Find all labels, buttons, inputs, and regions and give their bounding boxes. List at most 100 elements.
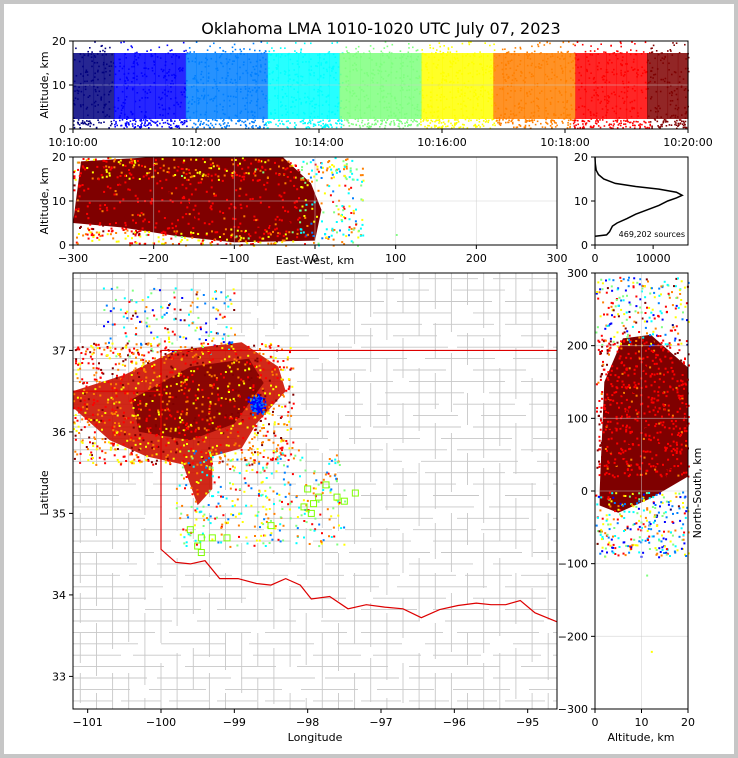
- source-point: [230, 234, 233, 237]
- source-point: [257, 160, 260, 163]
- source-density: [472, 53, 484, 119]
- source-point: [194, 394, 197, 397]
- source-point: [207, 504, 210, 506]
- source-point: [571, 119, 574, 122]
- source-point: [244, 240, 247, 243]
- source-point: [91, 358, 94, 361]
- source-point: [154, 226, 157, 229]
- source-point: [243, 121, 245, 124]
- source-point: [138, 126, 141, 128]
- source-point: [274, 525, 277, 528]
- source-point: [109, 157, 112, 159]
- source-point: [207, 343, 210, 345]
- source-point: [555, 122, 557, 124]
- source-point: [346, 50, 348, 52]
- source-point: [278, 204, 281, 206]
- source-point: [155, 222, 158, 225]
- source-point: [237, 411, 240, 414]
- source-point: [342, 160, 345, 163]
- source-point: [263, 126, 265, 129]
- source-point: [335, 205, 338, 207]
- source-point: [105, 160, 108, 163]
- source-point: [258, 411, 261, 413]
- source-point: [225, 444, 228, 447]
- source-point: [148, 171, 151, 174]
- source-point: [210, 186, 213, 189]
- source-point: [612, 127, 614, 129]
- source-point: [470, 41, 472, 43]
- source-point: [116, 406, 119, 409]
- source-point: [287, 160, 290, 163]
- source-point: [455, 50, 458, 53]
- source-point: [172, 122, 175, 125]
- source-point: [79, 172, 82, 175]
- source-point: [124, 448, 127, 451]
- source-point: [133, 458, 136, 461]
- source-point: [83, 189, 86, 192]
- source-point: [211, 220, 214, 223]
- source-point: [179, 533, 182, 536]
- source-point: [590, 126, 593, 129]
- source-point: [330, 234, 333, 237]
- source-point: [149, 168, 152, 170]
- source-point: [619, 41, 622, 43]
- source-point: [141, 164, 143, 167]
- source-point: [216, 387, 219, 390]
- source-point: [271, 459, 274, 461]
- source-point: [311, 169, 313, 172]
- source-point: [272, 441, 275, 444]
- source-point: [478, 124, 480, 127]
- source-point: [199, 122, 202, 125]
- source-point: [181, 297, 184, 299]
- source-point: [658, 126, 660, 129]
- source-point: [231, 176, 234, 179]
- source-point: [195, 293, 198, 296]
- source-point: [147, 296, 150, 299]
- source-point: [220, 525, 223, 528]
- source-point: [361, 119, 364, 122]
- source-point: [255, 399, 258, 402]
- source-point: [130, 360, 133, 363]
- source-point: [250, 162, 253, 165]
- source-point: [278, 493, 281, 496]
- source-point: [619, 124, 622, 127]
- source-point: [79, 461, 82, 464]
- source-point: [231, 233, 234, 236]
- source-point: [304, 122, 306, 124]
- source-point: [122, 164, 125, 167]
- source-point: [357, 45, 360, 48]
- source-point: [120, 182, 122, 185]
- source-point: [170, 237, 173, 240]
- source-point: [86, 448, 89, 451]
- source-point: [343, 543, 346, 546]
- source-point: [158, 46, 161, 49]
- source-point: [89, 120, 91, 122]
- source-point: [682, 124, 685, 127]
- source-point: [393, 124, 396, 126]
- source-point: [489, 44, 491, 47]
- source-point: [113, 207, 116, 210]
- source-point: [325, 169, 328, 172]
- source-point: [195, 543, 198, 546]
- source-point: [512, 122, 514, 125]
- source-point: [263, 449, 266, 452]
- source-point: [201, 457, 204, 460]
- source-point: [99, 204, 102, 207]
- source-point: [187, 425, 190, 428]
- source-point: [264, 534, 267, 537]
- source-point: [179, 517, 182, 520]
- source-point: [173, 158, 176, 161]
- source-point: [331, 173, 334, 176]
- source-point: [290, 500, 293, 503]
- source-point: [554, 121, 556, 124]
- source-point: [76, 419, 79, 422]
- source-point: [299, 121, 302, 123]
- source-point: [261, 165, 264, 168]
- source-point: [79, 367, 82, 370]
- source-point: [230, 119, 233, 122]
- source-point: [189, 423, 192, 426]
- source-point: [337, 514, 340, 517]
- source-point: [148, 414, 151, 417]
- source-point: [301, 177, 304, 179]
- source-point: [113, 119, 115, 122]
